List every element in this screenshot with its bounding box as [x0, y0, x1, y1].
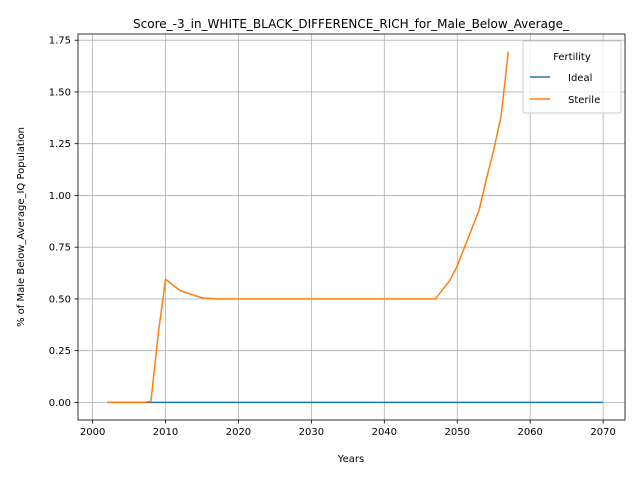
x-tick-label: 2020 — [226, 427, 251, 438]
y-tick-label: 1.25 — [49, 139, 71, 150]
x-tick-label: 2070 — [590, 427, 615, 438]
x-tick-label: 2000 — [80, 427, 105, 438]
y-tick-label: 1.00 — [49, 191, 71, 202]
legend-title: Fertility — [553, 52, 591, 63]
x-axis-label: Years — [337, 454, 364, 465]
x-tick-label: 2010 — [153, 427, 178, 438]
y-axis-label: % of Male Below_Average_IQ Population — [16, 127, 27, 327]
legend-label-ideal: Ideal — [568, 73, 592, 84]
y-tick-label: 1.50 — [49, 87, 71, 98]
series-line-sterile — [107, 51, 510, 404]
y-tick-label: 0.00 — [49, 398, 71, 409]
x-axis: 2000 2010 2020 2030 2040 2050 2060 2070 — [80, 420, 616, 438]
legend: Fertility Ideal Sterile — [522, 40, 622, 114]
y-tick-label: 1.75 — [49, 36, 71, 47]
plot-frame — [77, 33, 626, 421]
y-tick-label: 0.25 — [49, 346, 71, 357]
x-tick-label: 2030 — [299, 427, 324, 438]
y-tick-label: 0.50 — [49, 294, 71, 305]
y-axis: 0.00 0.25 0.50 0.75 1.00 1.25 1.50 1.75 — [49, 36, 78, 409]
x-tick-label: 2040 — [372, 427, 397, 438]
legend-box — [522, 40, 622, 114]
x-tick-label: 2050 — [445, 427, 470, 438]
legend-label-sterile: Sterile — [568, 95, 600, 106]
plot-lines — [107, 51, 604, 404]
x-tick-label: 2060 — [517, 427, 542, 438]
y-tick-label: 0.75 — [49, 243, 71, 254]
chart-title: Score_-3_in_WHITE_BLACK_DIFFERENCE_RICH_… — [133, 17, 570, 31]
